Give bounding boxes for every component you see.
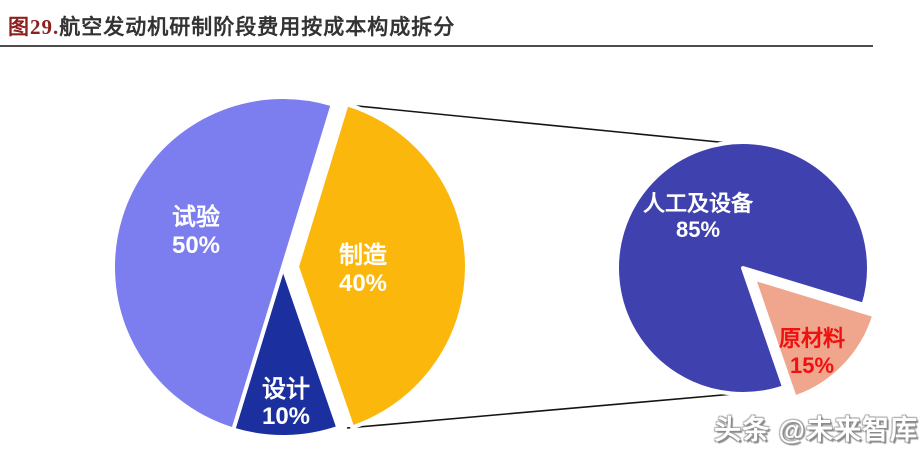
- watermark: 头条 @未来智库: [714, 415, 918, 445]
- pie-label-labor-equipment: 人工及设备 85%: [643, 191, 754, 242]
- pie-slice-design: [231, 265, 341, 439]
- figure-title: 图29.航空发动机研制阶段费用按成本构成拆分: [8, 11, 455, 41]
- pie-label-testing: 试验 50%: [172, 203, 220, 259]
- pie-label-raw-materials: 原材料 15%: [779, 326, 845, 378]
- title-underline: [0, 45, 873, 47]
- pie-slice-labor-equipment: [615, 140, 871, 396]
- connector-line-1: [346, 104, 750, 146]
- pie-slice-raw-materials: [751, 276, 877, 400]
- pie-slice-manufacturing: [294, 102, 469, 430]
- pie-label-manufacturing: 制造 40%: [339, 242, 387, 297]
- figure-number: 图29.: [8, 15, 60, 39]
- connector-line-2: [346, 392, 746, 429]
- pie-label-design: 设计 10%: [262, 376, 310, 430]
- pie-slice-testing: [111, 95, 335, 432]
- figure-caption: 航空发动机研制阶段费用按成本构成拆分: [59, 15, 456, 39]
